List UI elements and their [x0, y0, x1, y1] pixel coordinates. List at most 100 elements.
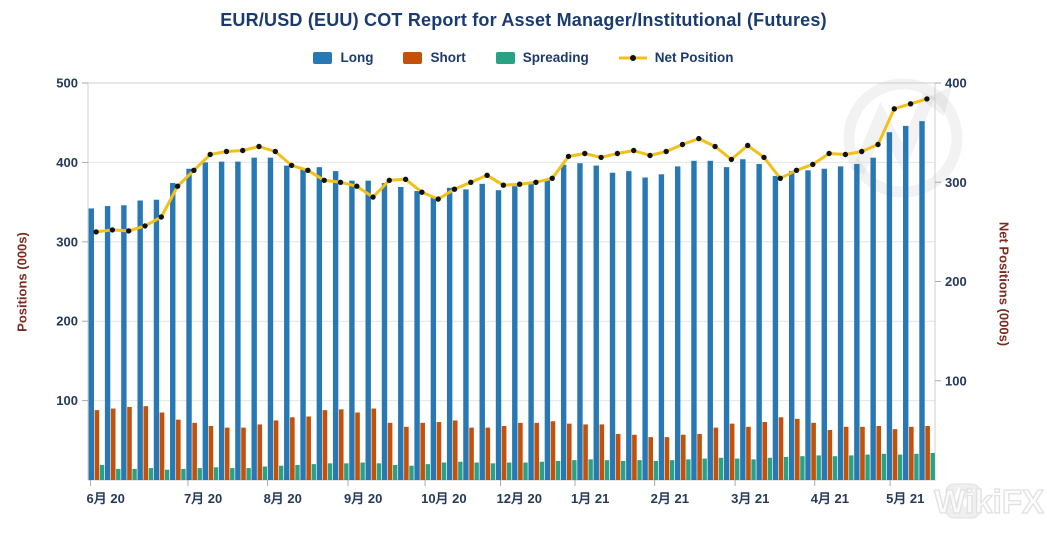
net-position-point — [109, 227, 116, 233]
bar-short — [680, 434, 686, 480]
bar-spreading — [197, 468, 202, 480]
bar-spreading — [783, 456, 789, 480]
net-position-point — [647, 152, 653, 159]
x-axis-tick-label: 5月 21 — [886, 491, 924, 506]
net-position-point — [386, 177, 392, 183]
net-position-point — [468, 179, 474, 185]
bar-spreading — [164, 469, 170, 480]
net-position-point — [859, 148, 865, 155]
net-position-point — [223, 148, 230, 155]
bar-short — [176, 419, 181, 480]
bar-long — [121, 205, 127, 480]
net-position-point — [761, 154, 767, 161]
net-position-point — [598, 154, 604, 161]
bar-long — [88, 208, 94, 480]
bar-short — [420, 422, 425, 480]
legend-label: Long — [340, 50, 374, 65]
bar-short — [501, 426, 507, 480]
legend-item-long[interactable]: Long — [313, 50, 373, 65]
bar-spreading — [213, 467, 219, 480]
net-position-point — [663, 148, 669, 155]
legend-item-short[interactable]: Short — [403, 50, 466, 65]
net-position-point — [826, 150, 832, 157]
bar-short — [795, 418, 800, 480]
bar-spreading — [930, 453, 935, 480]
legend-label: Short — [430, 50, 466, 65]
bar-short — [615, 433, 621, 480]
x-axis-tick-label: 8月 20 — [264, 491, 302, 506]
bar-long — [316, 167, 323, 480]
bar-spreading — [604, 460, 610, 480]
bar-long — [267, 157, 274, 480]
bar-short — [534, 422, 539, 480]
legend-label: Spreading — [522, 50, 589, 65]
bar-spreading — [621, 460, 626, 480]
bar-long — [593, 165, 599, 480]
wikifx-logo-zigzag — [950, 486, 975, 509]
bar-short — [338, 409, 344, 480]
right-axis-tick: 100 — [945, 373, 967, 388]
bar-spreading — [392, 464, 398, 480]
bar-long — [919, 121, 925, 481]
bar-short — [322, 410, 328, 480]
chart-title: EUR/USD (EUU) COT Report for Asset Manag… — [220, 10, 827, 30]
x-axis-tick-label: 1月 21 — [571, 491, 609, 506]
bar-spreading — [897, 454, 903, 480]
net-position-point — [272, 148, 278, 155]
bar-short — [192, 422, 197, 480]
bar-spreading — [702, 458, 707, 480]
net-position-point — [419, 189, 425, 195]
bar-long — [560, 164, 567, 480]
net-position-point — [679, 141, 686, 148]
net-position-point — [728, 156, 735, 163]
bar-short — [664, 437, 670, 480]
bar-spreading — [735, 458, 740, 480]
net-position-point — [321, 177, 327, 183]
bar-spreading — [767, 457, 773, 480]
legend-item-net-position[interactable]: Net Position — [618, 50, 734, 65]
net-position-point — [891, 106, 897, 112]
net-position-point — [793, 167, 800, 173]
x-axis-tick-label: 6月 20 — [87, 491, 125, 506]
bar-spreading — [718, 457, 724, 480]
series-short — [94, 406, 930, 480]
bar-long — [104, 206, 111, 480]
bar-long — [674, 166, 681, 480]
left-axis-tick: 300 — [56, 234, 78, 249]
net-position-point — [516, 181, 523, 187]
bar-spreading — [507, 462, 512, 480]
bar-long — [463, 189, 469, 480]
bar-long — [398, 187, 404, 480]
bar-short — [436, 422, 442, 480]
watermark-wikifx: WikiFX — [934, 482, 1045, 520]
bar-spreading — [132, 468, 137, 480]
net-position-point — [435, 196, 441, 202]
bar-spreading — [148, 468, 154, 480]
x-axis-tick-label: 2月 21 — [651, 491, 689, 506]
bar-spreading — [751, 459, 756, 480]
bar-short — [925, 426, 930, 480]
x-axis-tick-label: 7月 20 — [184, 491, 222, 506]
net-position-point — [288, 162, 295, 169]
right-axis-tick: 300 — [945, 175, 967, 190]
bar-long — [740, 159, 746, 480]
net-position-point — [354, 183, 360, 189]
bar-short — [778, 417, 784, 480]
legend-item-spreading[interactable]: Spreading — [495, 50, 589, 65]
bar-spreading — [914, 453, 919, 480]
bar-spreading — [474, 462, 479, 480]
bar-short — [127, 406, 132, 480]
net-position-point — [924, 96, 930, 102]
short-swatch-icon — [403, 51, 423, 64]
bar-short — [909, 426, 914, 480]
bar-long — [658, 174, 665, 480]
bar-long — [528, 182, 534, 480]
bar-spreading — [409, 465, 414, 480]
bar-spreading — [881, 453, 887, 480]
bar-long — [512, 186, 518, 480]
bar-short — [599, 424, 605, 480]
bar-spreading — [572, 460, 577, 480]
net-position-point — [565, 153, 572, 160]
